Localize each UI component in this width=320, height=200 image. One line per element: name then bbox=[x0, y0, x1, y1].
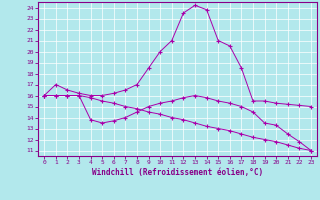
X-axis label: Windchill (Refroidissement éolien,°C): Windchill (Refroidissement éolien,°C) bbox=[92, 168, 263, 177]
